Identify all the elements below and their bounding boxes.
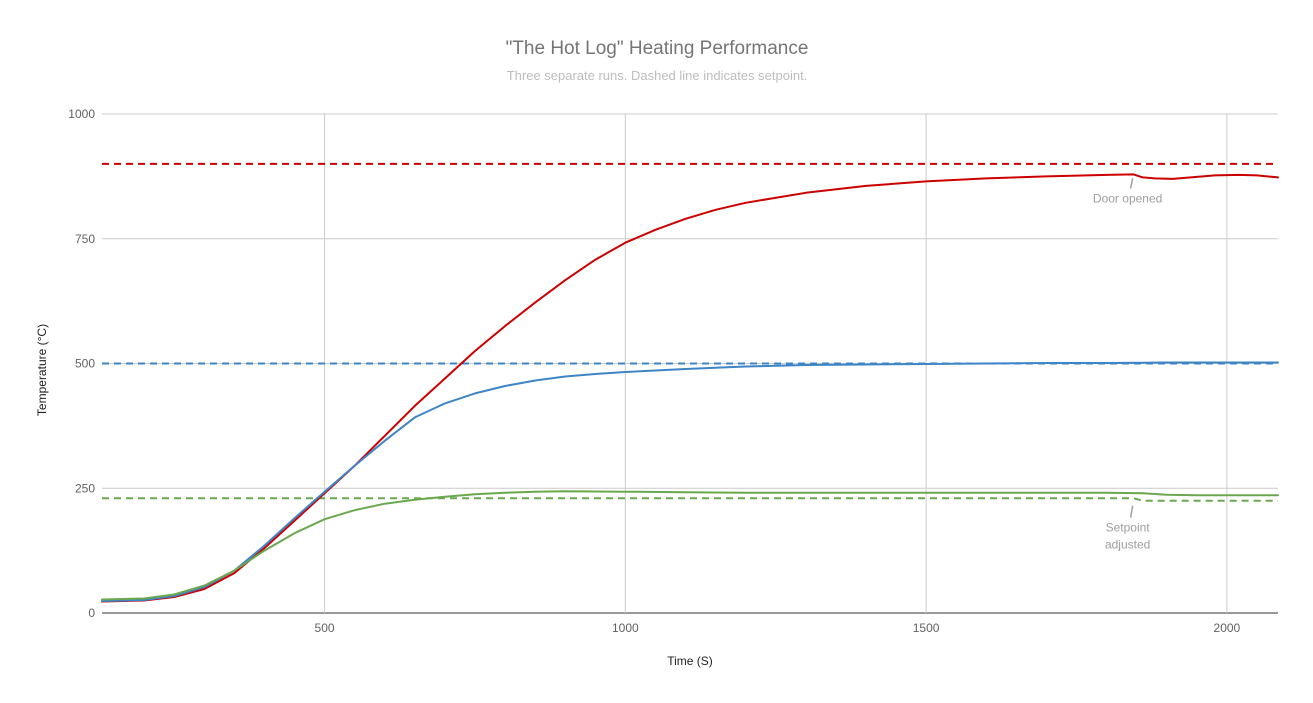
annotation-text: Setpoint	[1106, 521, 1151, 535]
series-lines	[101, 162, 1279, 603]
chart-subtitle: Three separate runs. Dashed line indicat…	[507, 68, 808, 83]
y-tick-label: 0	[88, 606, 95, 620]
y-tick-label: 500	[75, 357, 95, 371]
annotation-leader-1	[1129, 505, 1134, 518]
y-axis-label: Temperature (°C)	[35, 324, 49, 416]
annotation-leader-0	[1129, 178, 1134, 189]
x-tick-label: 500	[315, 621, 335, 635]
y-tick-label: 750	[75, 232, 95, 246]
x-tick-label: 1000	[612, 621, 639, 635]
x-axis-label: Time (S)	[667, 654, 713, 668]
setpoint-line-5	[102, 497, 1278, 502]
annotation-text: adjusted	[1105, 538, 1150, 552]
x-tick-label: 1500	[913, 621, 940, 635]
series-line-2	[101, 490, 1279, 601]
annotations: Door opened Setpoint adjusted	[1093, 178, 1162, 552]
series-line-0	[101, 173, 1279, 603]
chart-title: "The Hot Log" Heating Performance	[506, 38, 809, 59]
series-line-1	[101, 361, 1279, 602]
tick-labels: 0 250 500 750 1000 500 1000 1500 2000	[68, 107, 1240, 635]
y-tick-label: 250	[75, 481, 95, 495]
annotation-text: Door opened	[1093, 191, 1162, 205]
y-tick-label: 1000	[68, 107, 95, 121]
x-tick-label: 2000	[1214, 621, 1241, 635]
